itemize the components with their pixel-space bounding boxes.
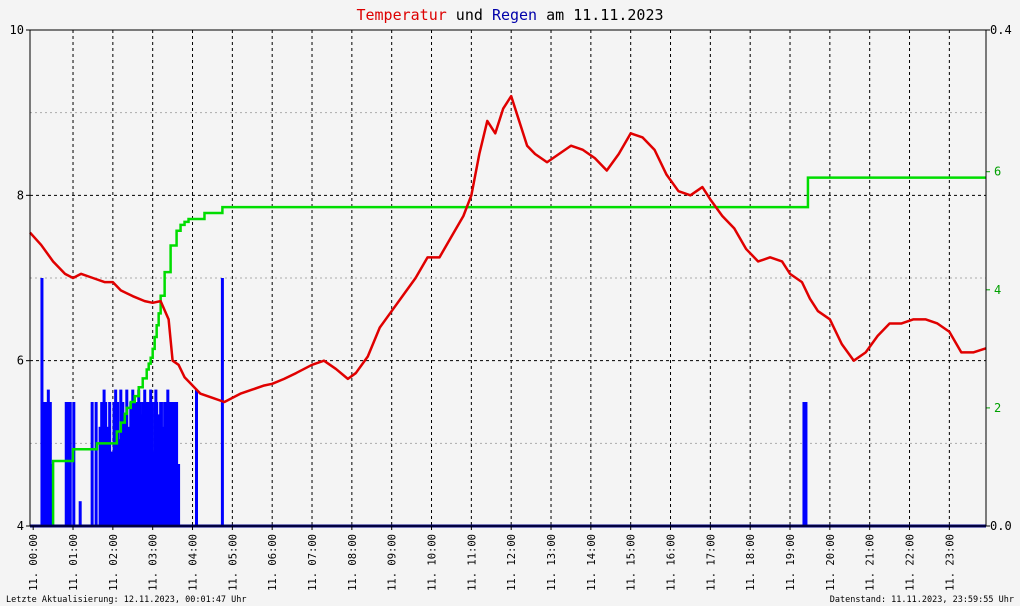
x-tick-label: 11. 08:00 [347, 534, 359, 591]
rain-bar [46, 389, 50, 526]
rain-bar [108, 402, 112, 526]
rain-bar [112, 402, 116, 526]
rain-bar [157, 414, 161, 526]
x-tick-label: 11. 16:00 [666, 534, 678, 591]
rain-bar [133, 402, 137, 526]
rain-bar [147, 402, 151, 526]
x-tick-label: 11. 17:00 [705, 534, 717, 591]
rain-bar [131, 389, 135, 526]
temperature-line [29, 94, 987, 404]
left-tick-label: 6 [17, 354, 24, 368]
right-inner-tick-label: 4 [994, 283, 1001, 297]
title-part: Temperatur [356, 6, 446, 24]
rain-bar [44, 402, 48, 526]
rain-bar [98, 426, 102, 526]
rain-bar [802, 402, 806, 526]
x-tick-label: 11. 12:00 [506, 534, 518, 591]
rain-bar [135, 402, 139, 526]
x-tick-label: 11. 20:00 [825, 534, 837, 591]
x-tick-label: 11. 00:00 [28, 534, 40, 591]
rain-bar [155, 402, 159, 526]
left-tick-label: 8 [17, 188, 24, 202]
rain-bar [110, 451, 114, 526]
rain-bar [127, 426, 131, 526]
rain-bar [171, 402, 175, 526]
rain-bar [167, 402, 171, 526]
rain-bar [173, 402, 177, 526]
right-inner-tick-label: 2 [994, 401, 1001, 415]
title-part: am 11.11.2023 [537, 6, 663, 24]
footer-data-status: Datenstand: 11.11.2023, 23:59:55 Uhr [830, 595, 1014, 605]
rain-bar [125, 389, 129, 526]
rain-bar [129, 402, 133, 526]
x-tick-label: 11. 03:00 [148, 534, 160, 591]
x-tick-label: 11. 10:00 [427, 534, 439, 591]
rain-bar [104, 402, 108, 526]
x-tick-label: 11. 23:00 [944, 534, 956, 591]
right-inner-tick-label: 6 [994, 165, 1001, 179]
rain-bar [90, 402, 94, 526]
rain-bar [121, 402, 125, 526]
x-tick-label: 11. 22:00 [905, 534, 917, 591]
axes: 4 6 8 10 0.0 0.4 2 4 6 11. 00:00 11. 01:00 11. 02:0… [10, 23, 1012, 591]
rain-bar [195, 389, 199, 526]
right-outer-tick-label: 0.0 [990, 519, 1012, 533]
x-tick-label: 11. 18:00 [745, 534, 757, 591]
rain-bar [151, 451, 155, 526]
rain-bar [94, 402, 98, 526]
x-tick-label: 11. 11:00 [466, 534, 478, 591]
rain-bar [102, 389, 106, 526]
rain-sum-line [30, 176, 986, 528]
rain-bar [141, 402, 145, 526]
x-tick-label: 11. 05:00 [227, 534, 239, 591]
x-tick-label: 11. 07:00 [307, 534, 319, 591]
rain-bar [114, 389, 118, 526]
footer-last-update: Letzte Aktualisierung: 12.11.2023, 00:01… [6, 595, 247, 605]
rain-bar [106, 426, 110, 526]
rain-bar [66, 402, 70, 526]
x-tick-label: 11. 09:00 [387, 534, 399, 591]
rain-bar [177, 464, 181, 526]
x-tick-label: 11. 02:00 [108, 534, 120, 591]
right-outer-tick-label: 0.4 [990, 23, 1012, 37]
x-tick-label: 11. 21:00 [865, 534, 877, 591]
title-part: und [447, 6, 492, 24]
rain-bar [169, 402, 173, 526]
rain-bar [78, 501, 82, 526]
frame [29, 29, 987, 527]
rain-bar [40, 278, 44, 526]
title-part: Regen [492, 6, 537, 24]
rain-bar [119, 389, 123, 526]
x-tick-label: 11. 14:00 [586, 534, 598, 591]
x-tick-label: 11. 13:00 [546, 534, 558, 591]
left-tick-label: 10 [10, 23, 24, 37]
plot-frame [29, 29, 987, 527]
rain-bar [72, 402, 76, 526]
rain-bar [123, 414, 127, 526]
rain-bar [175, 402, 179, 526]
chart-title: Temperatur und Regen am 11.11.2023 [356, 6, 663, 24]
rain-bar [116, 402, 120, 526]
rain-bar [804, 402, 808, 526]
left-tick-label: 4 [17, 519, 24, 533]
x-tick-label: 11. 06:00 [267, 534, 279, 591]
x-tick-label: 11. 04:00 [188, 534, 200, 591]
rain-bar [42, 402, 46, 526]
rain-bar [64, 402, 68, 526]
x-tick-label: 11. 15:00 [626, 534, 638, 591]
x-tick-label: 11. 01:00 [68, 534, 80, 591]
x-tick-label: 11. 19:00 [785, 534, 797, 591]
rain-bar [68, 402, 72, 526]
rain-bar [48, 402, 52, 526]
rain-bar [139, 414, 143, 526]
rain-bar [163, 402, 167, 526]
